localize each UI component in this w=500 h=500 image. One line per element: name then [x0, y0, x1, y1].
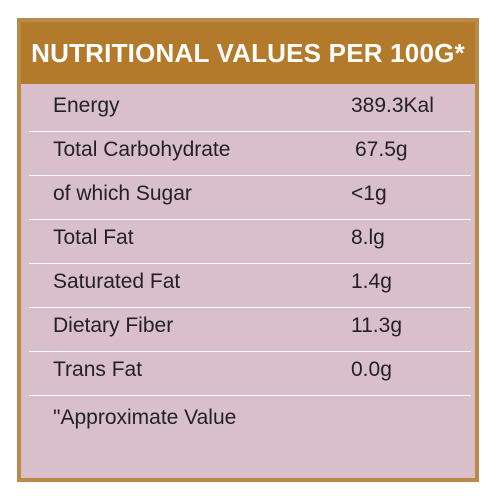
nutrient-value: 67.5g — [355, 138, 408, 161]
nutrition-panel: NUTRITIONAL VALUES PER 100G* Energy 389.… — [17, 18, 479, 482]
nutrient-name: Trans Fat — [53, 358, 143, 381]
nutrition-row-energy: Energy 389.3Kal — [29, 88, 471, 132]
nutrition-title: NUTRITIONAL VALUES PER 100G* — [31, 37, 465, 68]
nutrient-name: of which Sugar — [53, 182, 192, 205]
nutrition-row-saturated-fat: Saturated Fat 1.4g — [29, 264, 471, 308]
nutrient-name: Total Fat — [53, 226, 134, 249]
footnote: "Approximate Value — [53, 406, 237, 429]
nutrition-row-sugar: of which Sugar <1g — [29, 176, 471, 220]
nutrition-header: NUTRITIONAL VALUES PER 100G* — [21, 22, 475, 84]
nutrition-row-carbohydrate: Total Carbohydrate 67.5g — [29, 132, 471, 176]
nutrient-value: <1g — [351, 182, 387, 205]
nutrient-name: Saturated Fat — [53, 270, 181, 293]
nutrient-value: 1.4g — [351, 270, 392, 293]
nutrient-name: Energy — [53, 94, 120, 117]
nutrition-table: Energy 389.3Kal Total Carbohydrate 67.5g… — [29, 88, 471, 444]
nutrition-row-total-fat: Total Fat 8.lg — [29, 220, 471, 264]
nutrient-name: Dietary Fiber — [53, 314, 174, 337]
nutrient-value: 8.lg — [351, 226, 385, 249]
nutrient-value: 11.3g — [351, 314, 402, 337]
nutrient-name: Total Carbohydrate — [53, 138, 231, 161]
nutrition-footnote-row: "Approximate Value — [29, 396, 471, 444]
nutrition-row-dietary-fiber: Dietary Fiber 11.3g — [29, 308, 471, 352]
nutrition-row-trans-fat: Trans Fat 0.0g — [29, 352, 471, 396]
nutrient-value: 0.0g — [351, 358, 392, 381]
nutrient-value: 389.3Kal — [351, 94, 434, 117]
